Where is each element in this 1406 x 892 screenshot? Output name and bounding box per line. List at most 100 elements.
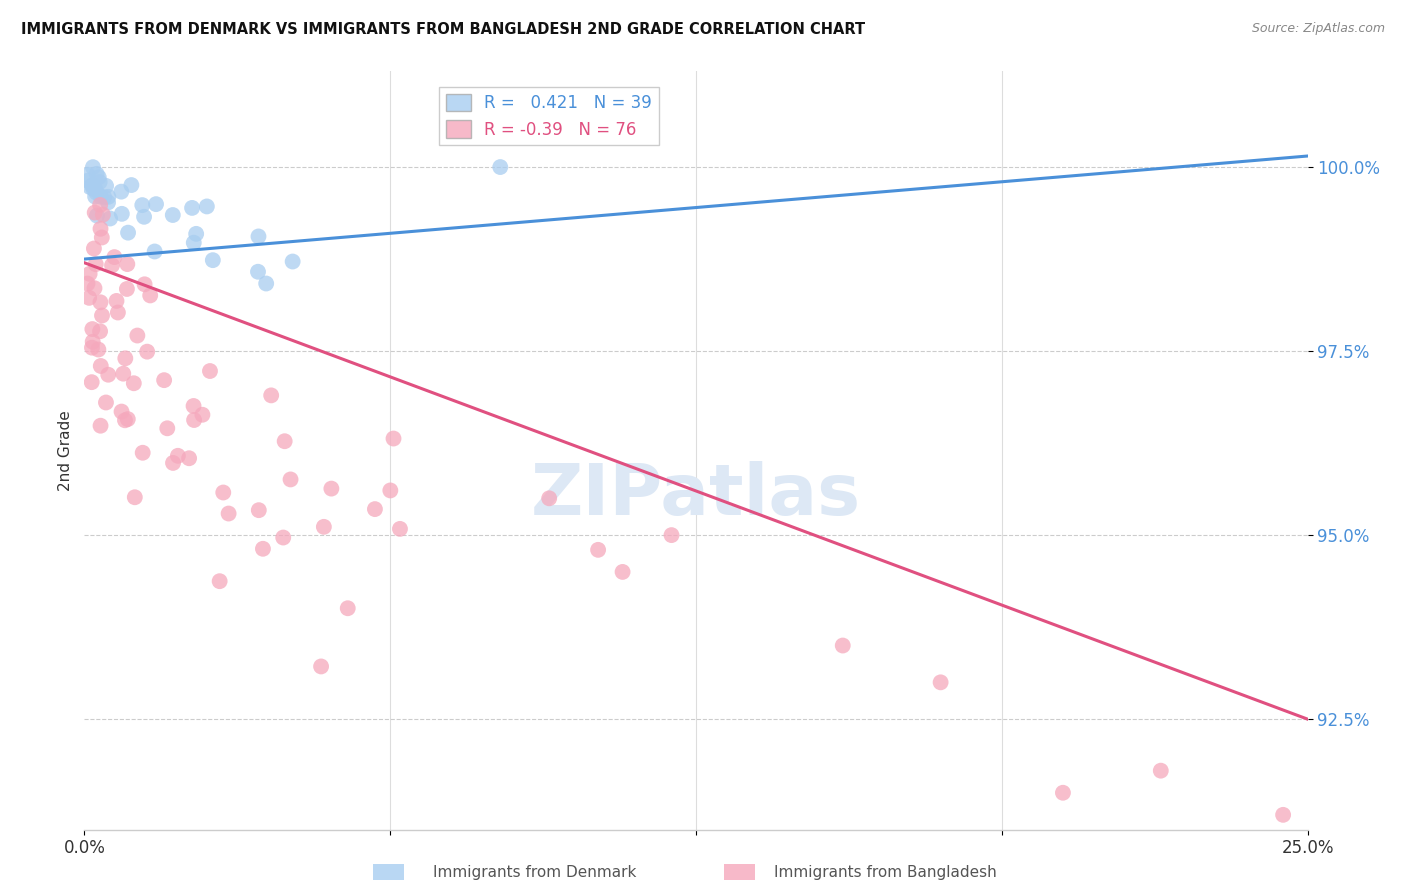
Point — [254, 277, 277, 291]
Point — [80, 375, 103, 389]
Point — [538, 491, 561, 506]
Point — [212, 485, 235, 500]
Point — [111, 207, 134, 221]
Point — [247, 503, 270, 517]
Point — [132, 210, 155, 224]
Point — [131, 198, 153, 212]
Point — [83, 242, 105, 256]
Point — [183, 235, 205, 250]
Point — [127, 328, 149, 343]
Point — [131, 446, 153, 460]
Point — [98, 211, 121, 226]
Point — [91, 208, 114, 222]
Point — [586, 542, 609, 557]
Point — [86, 209, 108, 223]
Point — [167, 449, 190, 463]
Point — [101, 258, 124, 272]
Point — [87, 170, 110, 185]
Point — [382, 432, 405, 446]
Point — [162, 208, 184, 222]
Point — [122, 376, 145, 391]
Point — [177, 451, 200, 466]
Point — [79, 180, 101, 194]
Point — [831, 639, 853, 653]
Point — [380, 483, 402, 498]
Point — [321, 482, 343, 496]
Point — [114, 413, 136, 427]
Point — [117, 257, 139, 271]
Point — [120, 178, 142, 192]
Point — [103, 250, 125, 264]
Point — [281, 254, 304, 268]
Point — [117, 226, 139, 240]
Point — [105, 293, 128, 308]
Point — [110, 185, 132, 199]
Point — [136, 344, 159, 359]
Point — [86, 186, 108, 200]
Point — [84, 189, 107, 203]
Point — [84, 183, 107, 197]
Point — [247, 229, 270, 244]
Point — [89, 324, 111, 338]
Point — [145, 197, 167, 211]
Point — [94, 395, 117, 409]
Point — [183, 413, 205, 427]
Point — [489, 160, 512, 174]
Point — [90, 359, 112, 373]
Point — [76, 168, 98, 182]
Point — [134, 277, 156, 292]
Text: Immigrants from Denmark: Immigrants from Denmark — [433, 865, 636, 880]
Point — [97, 190, 120, 204]
Point — [218, 507, 240, 521]
Point — [252, 541, 274, 556]
Point — [181, 201, 204, 215]
Point — [156, 421, 179, 435]
Point — [79, 267, 101, 281]
Y-axis label: 2nd Grade: 2nd Grade — [58, 410, 73, 491]
Point — [89, 198, 111, 212]
Point — [186, 227, 208, 241]
Point — [162, 456, 184, 470]
Point — [82, 334, 104, 349]
Point — [139, 288, 162, 302]
Text: IMMIGRANTS FROM DENMARK VS IMMIGRANTS FROM BANGLADESH 2ND GRADE CORRELATION CHAR: IMMIGRANTS FROM DENMARK VS IMMIGRANTS FR… — [21, 22, 865, 37]
Point — [124, 490, 146, 504]
Point — [77, 291, 100, 305]
Point — [388, 522, 411, 536]
Point — [115, 282, 138, 296]
Point — [309, 659, 332, 673]
Point — [612, 565, 634, 579]
Point — [183, 399, 205, 413]
Point — [143, 244, 166, 259]
Point — [312, 520, 335, 534]
Point — [76, 174, 98, 188]
Point — [1052, 786, 1074, 800]
Point — [1272, 807, 1295, 822]
Point — [110, 404, 132, 418]
Point — [82, 178, 104, 193]
Point — [336, 601, 359, 615]
Point — [246, 265, 269, 279]
Point — [112, 367, 135, 381]
Point — [87, 343, 110, 357]
Point — [80, 341, 103, 355]
Point — [82, 178, 104, 193]
Point — [273, 434, 295, 449]
Point — [82, 182, 104, 196]
Point — [82, 322, 104, 336]
Point — [83, 281, 105, 295]
Point — [82, 160, 104, 174]
Point — [93, 190, 115, 204]
Point — [94, 178, 117, 193]
Point — [84, 257, 107, 271]
Point — [661, 528, 683, 542]
Point — [191, 408, 214, 422]
Point — [280, 472, 302, 486]
Point — [89, 221, 111, 235]
Point — [90, 418, 112, 433]
Point — [83, 205, 105, 219]
Point — [89, 295, 111, 310]
Text: ZIPatlas: ZIPatlas — [531, 461, 860, 531]
Legend: R =   0.421   N = 39, R = -0.39   N = 76: R = 0.421 N = 39, R = -0.39 N = 76 — [440, 87, 659, 145]
Point — [90, 230, 112, 244]
